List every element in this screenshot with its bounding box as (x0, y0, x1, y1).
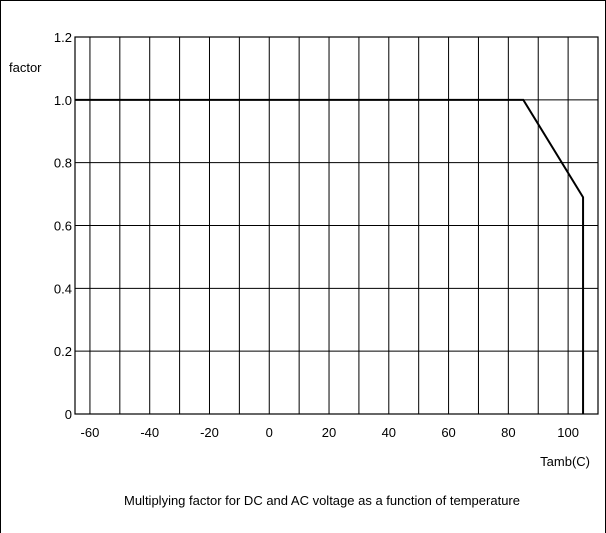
y-axis-ticks: 0 0.2 0.4 0.6 0.8 1.0 1.2 (54, 30, 72, 422)
x-tick-label: -40 (140, 425, 159, 440)
x-axis-label: Tamb(C) (540, 454, 590, 469)
x-tick-label: 60 (441, 425, 455, 440)
y-tick-label: 0.2 (54, 344, 72, 359)
x-tick-label: -20 (200, 425, 219, 440)
x-axis-ticks: -60 -40 -20 0 20 40 60 80 100 (81, 425, 579, 440)
y-tick-label: 1.0 (54, 93, 72, 108)
x-tick-label: 100 (557, 425, 579, 440)
y-tick-label: 0 (65, 407, 72, 422)
x-tick-label: 40 (382, 425, 396, 440)
figure-caption: Multiplying factor for DC and AC voltage… (124, 493, 520, 508)
y-tick-label: 1.2 (54, 30, 72, 45)
y-tick-label: 0.4 (54, 281, 72, 296)
x-tick-label: -60 (81, 425, 100, 440)
y-tick-label: 0.6 (54, 219, 72, 234)
x-tick-label: 20 (322, 425, 336, 440)
x-tick-label: 80 (501, 425, 515, 440)
y-axis-label: factor (9, 60, 42, 75)
x-tick-label: 0 (266, 425, 273, 440)
grid (75, 37, 598, 414)
y-tick-label: 0.8 (54, 156, 72, 171)
